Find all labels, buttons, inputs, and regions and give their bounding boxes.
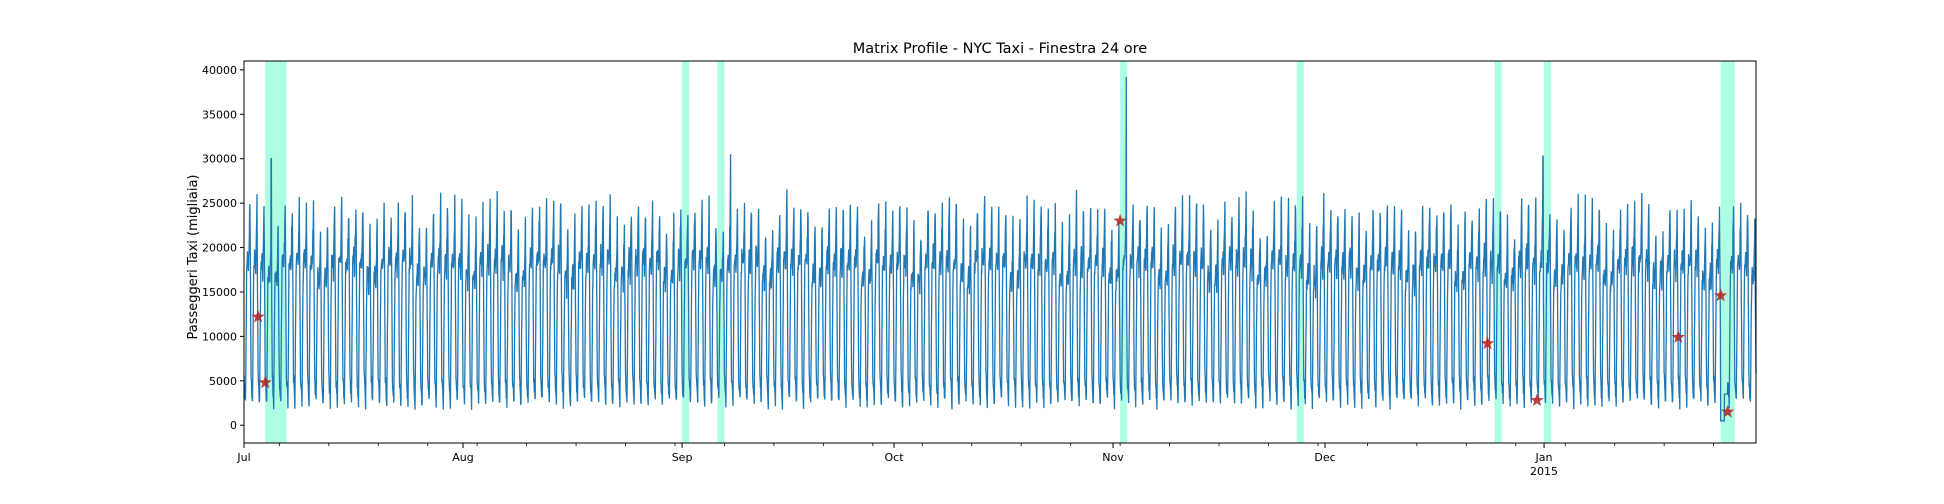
y-tick-label: 40000 (202, 64, 237, 77)
star-marker (1480, 336, 1495, 350)
highlight-region (1720, 61, 1735, 443)
star-marker (1671, 330, 1685, 343)
highlight-region (1296, 61, 1304, 443)
highlight-region (1120, 61, 1128, 443)
y-axis-label: Passeggeri Taxi (migliaia) (186, 175, 201, 340)
star-marker (1113, 213, 1127, 227)
x-tick-label: Nov (1102, 451, 1124, 464)
y-tick-label: 5000 (209, 375, 237, 388)
highlighted-regions (265, 61, 1735, 443)
star-marker (1714, 288, 1728, 302)
highlight-region (682, 61, 690, 443)
chart-title: Matrix Profile - NYC Taxi - Finestra 24 … (853, 41, 1148, 57)
y-tick-label: 20000 (202, 242, 237, 255)
highlight-region (717, 61, 725, 443)
x-tick-label: Dec (1314, 451, 1335, 464)
star-marker (258, 375, 272, 389)
y-axis: 0 5000 10000 15000 20000 25000 30000 35000 40000 (202, 64, 244, 432)
x-tick-label: Jul (236, 451, 250, 464)
y-tick-label: 35000 (202, 108, 237, 121)
y-tick-label: 10000 (202, 330, 237, 343)
x-tick-label: Jan (1535, 451, 1553, 464)
y-tick-label: 30000 (202, 153, 237, 166)
plot-frame (243, 60, 1757, 444)
star-marker (1530, 393, 1544, 406)
y-tick-label: 25000 (202, 197, 237, 210)
x-tick-label: Aug (452, 451, 473, 464)
highlight-region (1494, 61, 1502, 443)
x-tick-label: Oct (885, 451, 905, 464)
x-tick-label: Sep (672, 451, 693, 464)
x-tick-sublabel: 2015 (1530, 465, 1558, 478)
data-series (243, 76, 1757, 422)
star-marker (1721, 404, 1735, 418)
y-tick-label: 15000 (202, 286, 237, 299)
y-tick-label: 0 (230, 419, 237, 432)
series-line (243, 76, 1757, 422)
marker-group (251, 213, 1735, 418)
star-marker (251, 309, 265, 323)
